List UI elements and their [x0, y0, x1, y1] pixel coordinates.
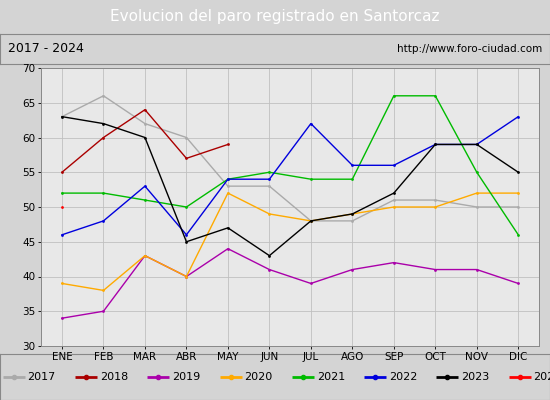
- Text: 2018: 2018: [100, 372, 128, 382]
- Text: 2017 - 2024: 2017 - 2024: [8, 42, 84, 56]
- Text: 2019: 2019: [172, 372, 200, 382]
- Text: 2023: 2023: [461, 372, 490, 382]
- Text: 2022: 2022: [389, 372, 417, 382]
- Text: 2021: 2021: [317, 372, 345, 382]
- Text: 2017: 2017: [28, 372, 56, 382]
- Text: http://www.foro-ciudad.com: http://www.foro-ciudad.com: [397, 44, 542, 54]
- Text: 2020: 2020: [244, 372, 273, 382]
- Text: 2024: 2024: [534, 372, 550, 382]
- Text: Evolucion del paro registrado en Santorcaz: Evolucion del paro registrado en Santorc…: [110, 10, 440, 24]
